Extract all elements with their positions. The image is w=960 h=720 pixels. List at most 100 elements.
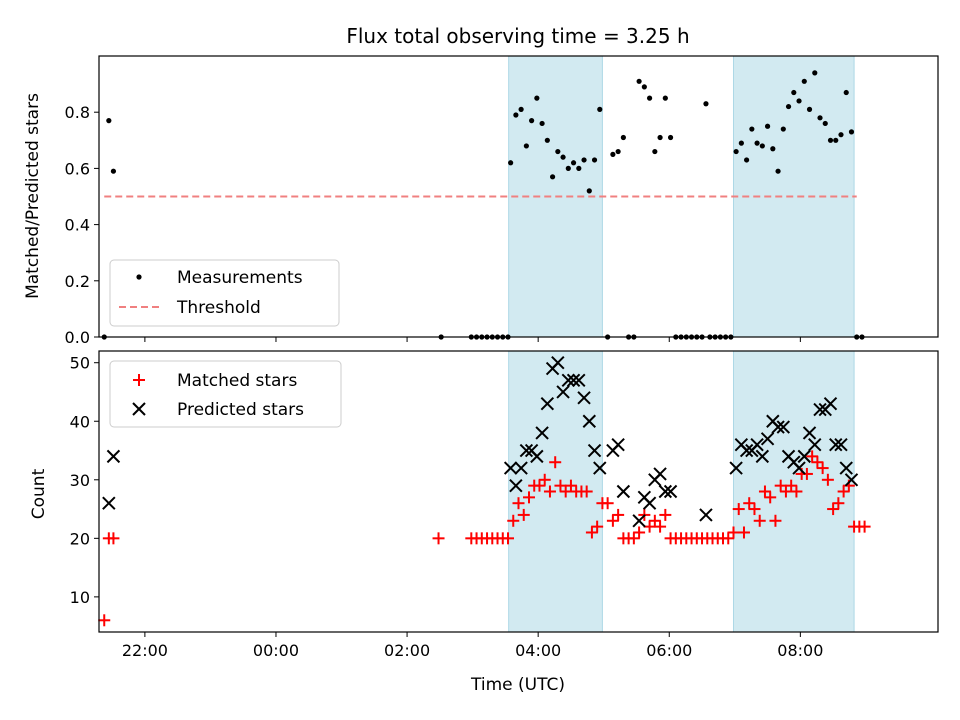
x-tick-label: 02:00 [384,641,430,660]
predicted-star-point [844,473,859,487]
predicted-star-point [813,402,827,417]
matched-star-point [764,491,777,504]
ratio-y-axis-label: Matched/Predicted stars [23,93,43,299]
measurement-point [785,103,792,110]
predicted-star-point [729,461,743,475]
matched-star-point [769,514,782,527]
predicted-star-point [802,426,817,440]
count-plot-frame [98,350,939,633]
matched-star-point [785,479,798,492]
measurement-point [544,137,550,143]
matched-star-point [564,479,577,492]
matched-star-point [507,514,520,527]
ratio-legend: Measurements Threshold [109,259,340,327]
x-axis-label: Time (UTC) [470,675,565,695]
matched-star-point [98,614,111,627]
predicted-star-point [572,373,586,387]
predicted-star-point [755,449,770,464]
matched-star-point [522,491,535,504]
matched-star-point [758,485,771,498]
measurement-point [791,89,797,96]
predicted-star-point [834,437,848,452]
matched-star-point [549,456,562,469]
predicted-star-point [106,449,121,464]
matched-star-point [612,508,625,521]
measurement-point [770,146,776,152]
measurement-point [581,157,587,163]
measurement-point [764,123,771,129]
measurement-point [817,115,823,121]
predicted-star-point [535,426,549,440]
matched-star-point [732,503,745,516]
matched-star-point [591,520,604,533]
measurement-point [555,148,561,155]
predicted-star-point [739,443,754,458]
predicted-star-point [509,478,523,493]
measurement-point [508,160,514,166]
matched-star-point [858,520,871,533]
predicted-star-point [616,484,631,499]
measurement-point [570,160,577,166]
measurement-point [796,98,802,104]
matched-star-point [648,514,661,527]
predicted-star-point [593,461,607,475]
matched-star-point [502,532,515,545]
count-y-ticks: 10 20 30 40 50 [70,354,99,607]
predicted-star-point [514,461,528,475]
measurement-point [534,95,540,101]
measurement-points [101,70,865,340]
matched-star-point [774,479,787,492]
measurement-point [529,118,535,124]
matched-legend-marker [133,374,145,386]
measurement-point [591,157,598,163]
predicted-star-point [760,432,775,446]
predicted-star-point [556,385,570,399]
measurement-point [703,101,709,107]
count-y-axis-label: Count [29,468,49,519]
matched-star-point [601,497,614,510]
predicted-legend-label: Predicted stars [177,400,304,420]
measurement-point [848,129,855,135]
matched-star-point [821,473,834,486]
measurement-point [565,165,571,171]
predicted-star-point [663,484,678,499]
y-tick-label: 50 [70,354,90,373]
x-tick-label: 06:00 [646,641,692,660]
matched-legend-label: Matched stars [177,371,297,391]
matched-star-point [748,503,761,516]
predicted-legend-marker [132,402,146,416]
ratio-y-ticks: 0.0 0.2 0.4 0.6 0.8 [65,103,99,347]
predicted-star-point [611,437,625,452]
predicted-star-point [530,449,544,464]
measurement-point [513,112,519,118]
ratio-legend-box [109,259,340,327]
matched-star-point [606,514,619,527]
measurement-point [652,148,658,155]
predicted-star-point [776,420,791,434]
y-tick-label: 0.8 [65,103,90,122]
matched-star-point [811,456,824,469]
measurement-point [843,89,849,96]
measurement-point [733,148,739,155]
measurement-point [827,137,834,143]
matched-star-point [659,508,672,521]
measurement-point [641,84,647,90]
matched-star-point [543,485,556,498]
matched-star-point [790,485,803,498]
predicted-star-point [839,461,853,475]
measurement-point [738,140,744,146]
matched-star-point [753,514,766,527]
measurement-point [636,78,642,84]
matched-star-point [727,526,740,539]
matched-star-point [779,485,792,498]
matched-star-point [538,473,551,486]
predicted-star-point [653,467,667,481]
matched-star-point [633,526,646,539]
measurement-point [744,157,750,163]
measurement-point [812,70,818,76]
y-tick-label: 40 [70,412,90,431]
measurement-point [759,143,765,149]
count-panel: 22:00 00:00 02:00 04:00 06:00 08:00 10 20 30 40 5… [29,350,939,695]
predicted-star-point [566,373,581,387]
matched-star-point [585,526,598,539]
